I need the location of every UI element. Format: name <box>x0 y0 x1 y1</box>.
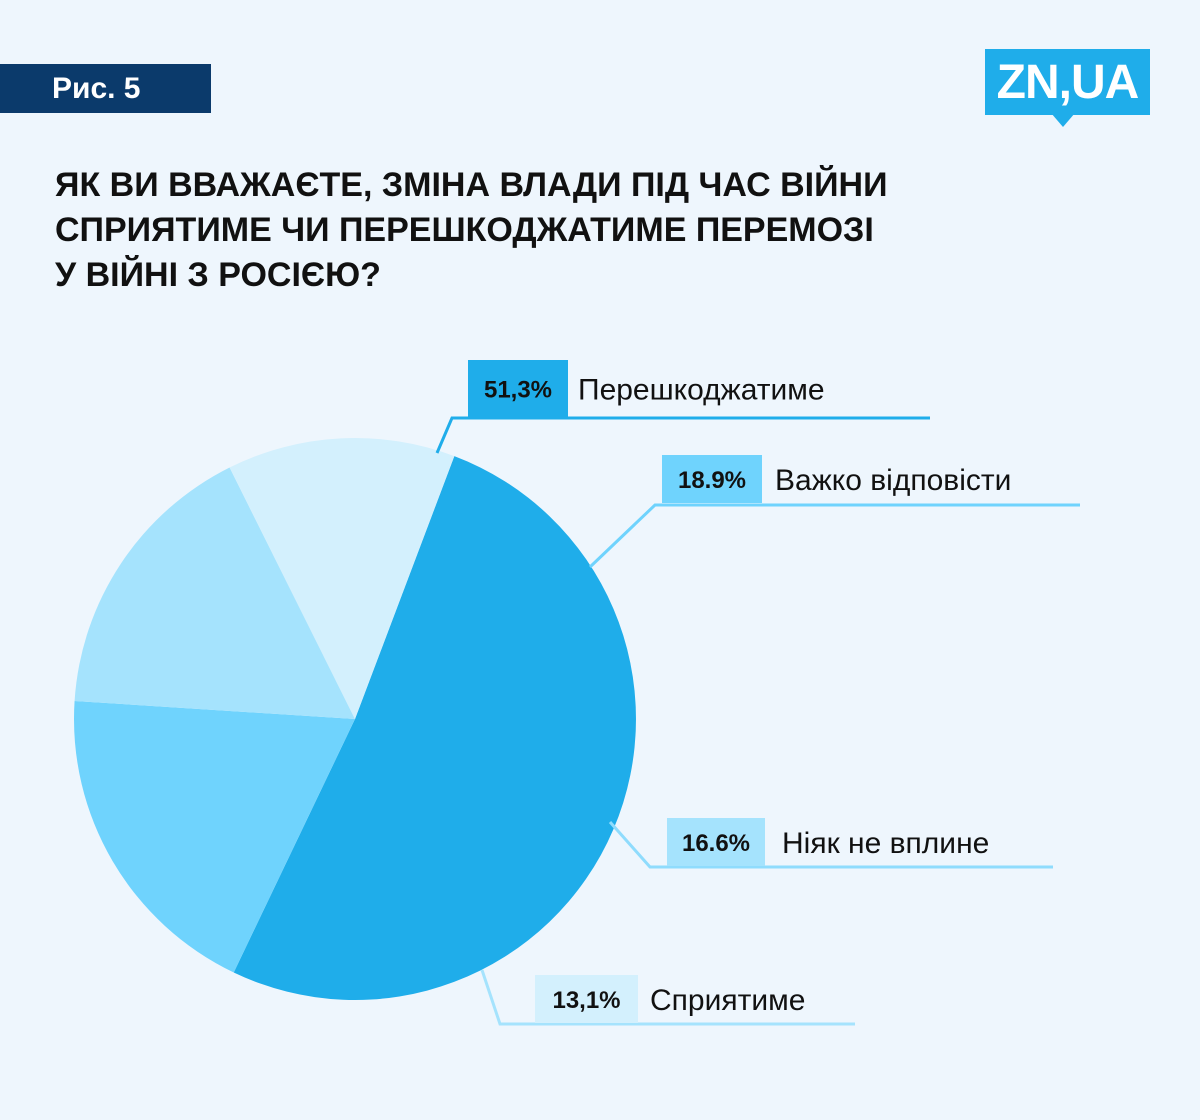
slice-category-label-3: Ніяк не вплине <box>782 827 989 860</box>
title-line-3: У ВІЙНІ З РОСІЄЮ? <box>55 256 381 294</box>
pie-slice-2 <box>74 701 355 973</box>
logo-text: ZN,UA <box>985 49 1150 115</box>
logo-speech-tail-icon <box>1051 113 1075 127</box>
chart-title: ЯК ВИ ВВАЖАЄТЕ, ЗМІНА ВЛАДИ ПІД ЧАС ВІЙН… <box>55 163 1055 298</box>
value-box-1 <box>468 360 568 417</box>
slice-value-label-1: 51,3% <box>484 377 552 404</box>
slice-value-label-3: 16.6% <box>682 830 750 857</box>
pie-slice-4 <box>229 438 455 719</box>
value-box-3 <box>667 818 765 866</box>
pie-slice-1 <box>233 456 636 1000</box>
slice-value-label-4: 13,1% <box>552 987 620 1014</box>
leader-line-3 <box>608 821 1053 869</box>
value-box-2 <box>662 455 762 503</box>
slice-category-label-4: Сприятиме <box>650 984 805 1017</box>
title-line-2: СПРИЯТИМЕ ЧИ ПЕРЕШКОДЖАТИМЕ ПЕРЕМОЗІ <box>55 211 874 249</box>
pie-slice-3 <box>74 467 355 719</box>
leader-line-4 <box>480 969 855 1026</box>
zn-ua-logo[interactable]: ZN,UA <box>985 49 1150 129</box>
figure-label: Рис. 5 <box>0 64 211 113</box>
slice-category-label-2: Важко відповісти <box>775 464 1011 497</box>
value-box-4 <box>535 975 638 1023</box>
slice-value-label-2: 18.9% <box>678 467 746 494</box>
slice-category-label-1: Перешкоджатиме <box>578 374 825 407</box>
title-line-1: ЯК ВИ ВВАЖАЄТЕ, ЗМІНА ВЛАДИ ПІД ЧАС ВІЙН… <box>55 166 888 204</box>
leader-line-2 <box>588 503 1080 569</box>
leader-line-1 <box>435 416 930 454</box>
